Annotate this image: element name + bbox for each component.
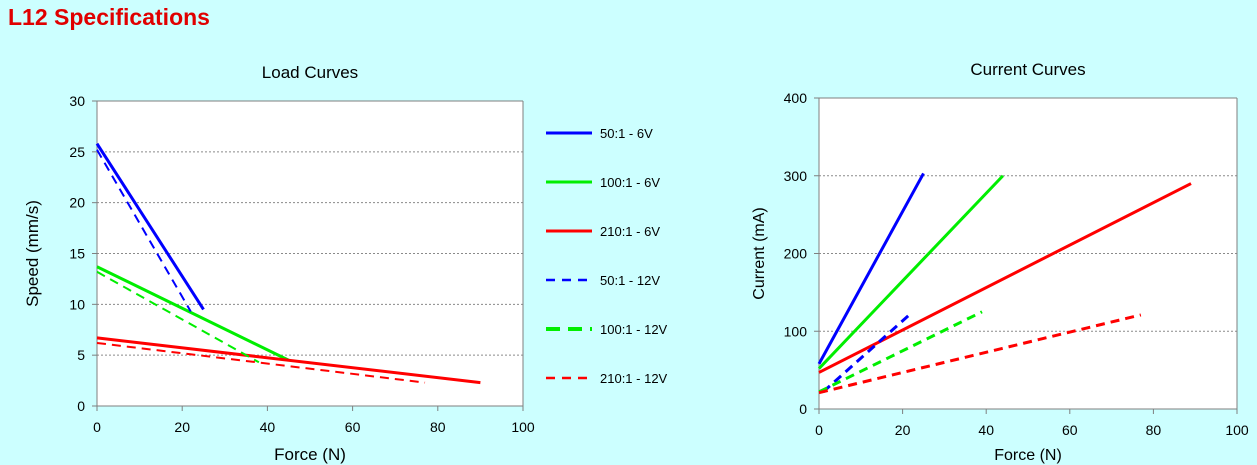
- series-line-5: [96, 270, 260, 364]
- x-tick-label: 20: [174, 419, 190, 435]
- x-tick-label: 100: [511, 419, 535, 435]
- x-tick-label: 60: [345, 419, 361, 435]
- legend-label-1: 50:1 - 6V: [600, 126, 653, 141]
- series-line-1: [95, 142, 205, 311]
- page-title: L12 Specifications: [8, 4, 210, 30]
- y-tick-label: 15: [69, 246, 85, 262]
- y-tick-label: 30: [69, 93, 85, 109]
- series-line-4: [96, 149, 192, 312]
- legend-label-3: 210:1 - 6V: [600, 224, 660, 239]
- chart-title: Load Curves: [262, 63, 358, 82]
- series-line-3: [96, 336, 481, 385]
- x-tick-label: 80: [430, 419, 446, 435]
- y-tick-label: 10: [69, 296, 85, 312]
- x-axis-label: Force (N): [274, 445, 346, 464]
- legend-label-2: 100:1 - 6V: [600, 175, 660, 190]
- legend-label-4: 50:1 - 12V: [600, 273, 660, 288]
- legend-label-5: 100:1 - 12V: [600, 322, 668, 337]
- y-tick-label: 25: [69, 144, 85, 160]
- legend-label-6: 210:1 - 12V: [600, 371, 668, 386]
- x-tick-label: 40: [260, 419, 276, 435]
- y-tick-label: 0: [77, 398, 85, 414]
- y-tick-label: 20: [69, 195, 85, 211]
- y-tick-label: 5: [77, 347, 85, 363]
- x-tick-label: 0: [93, 419, 101, 435]
- series-line-2: [96, 265, 290, 362]
- series-line-6: [96, 341, 426, 384]
- y-axis-label: Speed (mm/s): [23, 200, 42, 307]
